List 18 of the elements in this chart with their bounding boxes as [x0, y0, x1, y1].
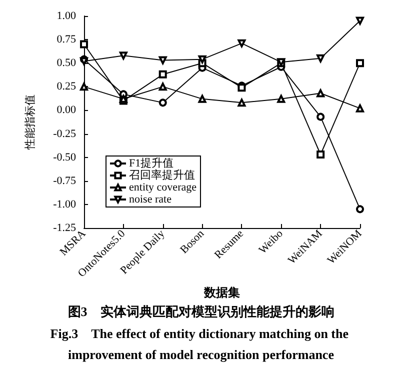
legend-label: noise rate [129, 194, 172, 206]
y-tick-label: 1.00 [56, 10, 76, 22]
y-tick-label: -1.25 [53, 222, 76, 234]
legend-label: entity coverage [129, 182, 197, 194]
y-tick-label: -0.25 [53, 128, 76, 140]
caption: 图3 实体词典匹配对模型识别性能提升的影响 [68, 304, 334, 319]
y-tick-label: 0.00 [56, 104, 76, 116]
y-axis-title: 性能指标值 [24, 94, 36, 150]
y-tick-label: -1.00 [53, 198, 76, 210]
y-tick-label: 0.50 [56, 57, 76, 70]
y-tick-label: -0.50 [53, 151, 76, 164]
legend-label: F1提升值 [129, 156, 174, 170]
x-axis-title: 数据集 [203, 285, 240, 300]
y-tick-label: 0.75 [56, 34, 76, 46]
y-tick-label: -0.75 [53, 174, 76, 187]
legend-label: 召回率提升值 [129, 168, 195, 182]
caption: Fig.3 The effect of entity dictionary matching on the improvement of model recognition performance [50, 326, 352, 362]
y-tick-label: 0.25 [56, 80, 76, 93]
